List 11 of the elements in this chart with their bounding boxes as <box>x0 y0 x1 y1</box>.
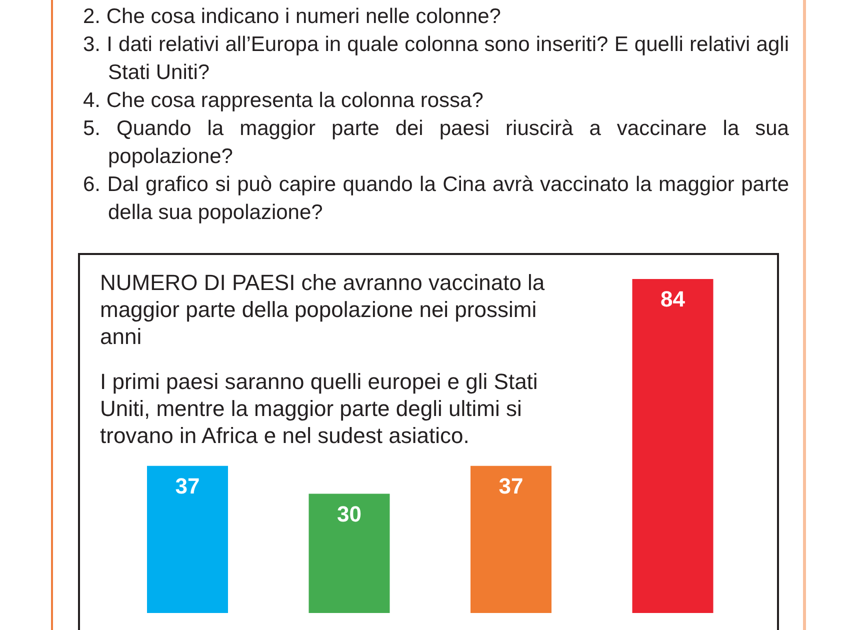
text: 5. Quando la maggior parte dei paesi riuscirà a vaccinare la sua popolazione? <box>83 116 789 170</box>
data-label: 84 <box>660 286 686 312</box>
data-label: 37 <box>175 474 200 498</box>
text: 6. Dal grafico si può capire quando la Cina avrà vaccinato la maggior parte della sua popolazione? <box>83 172 789 226</box>
text: I primi paesi saranno quelli europei e gli Stati Uniti, mentre la maggior parte degli ultimi si trovano in Africa e nel sudest asiatico. <box>100 368 539 449</box>
text: 4. Che cosa rappresenta la colonna rossa? <box>83 88 484 114</box>
text: NUMERO DI PAESI che avranno vaccinato la maggior parte della popolazione nei prossimi anni <box>100 269 546 350</box>
text: 2. Che cosa indicano i numeri nelle colonne? <box>83 4 502 30</box>
data-label: 37 <box>498 474 524 498</box>
text: 3. I dati relativi all’Europa in quale colonna sono inseriti? E quelli relativi agli Stati Uniti? <box>83 32 789 86</box>
data-label: 30 <box>337 501 362 526</box>
